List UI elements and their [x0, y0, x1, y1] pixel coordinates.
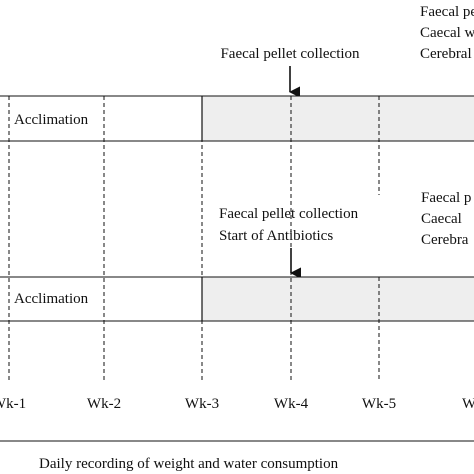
week-label-5: Wk-5: [362, 396, 396, 412]
protocol-2-treatment-period: [202, 277, 474, 321]
footer-caption: Daily recording of weight and water cons…: [39, 456, 339, 472]
protocol-2-endpoint-line-3: Cerebra: [421, 232, 469, 248]
protocol-1-arrow-label: Faecal pellet collection: [220, 46, 360, 62]
week-markers: [8, 96, 380, 382]
week-label-4: Wk-4: [274, 396, 309, 412]
week-label-6: W: [462, 396, 474, 412]
protocol-2-acclimation-label: Acclimation: [14, 291, 89, 307]
protocol-2: Faecal p Caecal Cerebra Faecal pellet co…: [0, 190, 474, 322]
week-label-1: Wk-1: [0, 396, 26, 412]
protocol-2-arrow-label-1: Faecal pellet collection: [219, 206, 359, 222]
week-label-3: Wk-3: [185, 396, 219, 412]
protocol-1-acclimation-label: Acclimation: [14, 112, 89, 128]
protocol-2-arrow-label-2: Start of Antibiotics: [219, 228, 333, 244]
protocol-1: Faecal pe Caecal w Cerebral Faecal pelle…: [0, 4, 474, 142]
protocol-1-treatment-period: [202, 96, 474, 141]
protocol-1-endpoint-line-2: Caecal w: [420, 25, 474, 41]
protocol-1-endpoint-line-3: Cerebral: [420, 46, 472, 62]
week-labels: Wk-1 Wk-2 Wk-3 Wk-4 Wk-5 W: [0, 396, 474, 412]
protocol-2-endpoint-line-1: Faecal p: [421, 190, 471, 206]
protocol-2-endpoint-line-2: Caecal: [421, 211, 462, 227]
week-label-2: Wk-2: [87, 396, 121, 412]
protocol-1-endpoint-line-1: Faecal pe: [420, 4, 474, 20]
